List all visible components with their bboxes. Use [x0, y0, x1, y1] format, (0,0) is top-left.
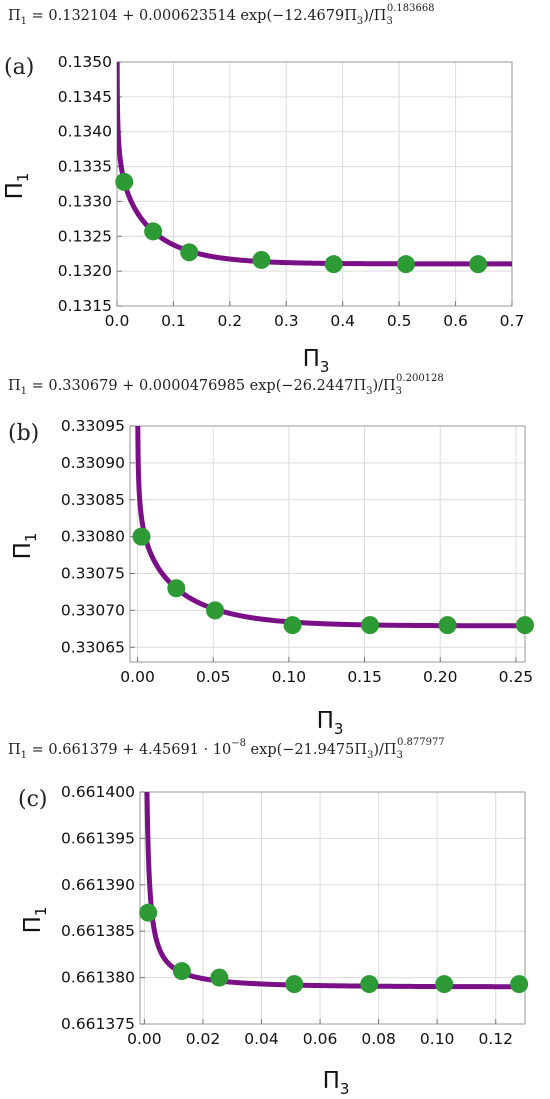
- panel-label-b: (b): [8, 421, 39, 446]
- x-tick-label-a-0: 0.0: [105, 312, 130, 330]
- x-tick-label-c-4: 0.08: [361, 1030, 396, 1048]
- x-tick-label-a-7: 0.7: [500, 312, 525, 330]
- fit-curve-a: [117, 62, 512, 267]
- x-axis-title-a: Π3: [303, 346, 330, 376]
- y-tick-label-a-1: 0.1320: [58, 262, 112, 280]
- fit-curve-b: [135, 426, 525, 629]
- x-tick-label-b-2: 0.10: [272, 668, 307, 686]
- y-axis-title-a: Π1: [2, 173, 32, 200]
- data-point-b-5: [438, 616, 457, 635]
- y-tick-label-c-0: 0.661375: [61, 1015, 135, 1033]
- data-point-b-0: [132, 527, 151, 546]
- plot-frame-b: [129, 425, 526, 663]
- panel-label-a: (a): [4, 55, 34, 80]
- y-tick-label-a-4: 0.1335: [58, 158, 112, 176]
- x-tick-label-b-3: 0.15: [347, 668, 382, 686]
- data-point-a-2: [180, 243, 199, 262]
- data-point-c-2: [210, 968, 229, 987]
- data-point-c-1: [172, 962, 191, 981]
- chart-panel-b: Π1 = 0.330679 + 0.0000476985 exp(−26.244…: [8, 373, 534, 738]
- x-axis-title-b: Π3: [317, 708, 344, 738]
- data-point-c-3: [285, 975, 304, 994]
- chart-panel-a: Π1 = 0.132104 + 0.000623514 exp(−12.4679…: [2, 3, 524, 376]
- x-tick-label-c-3: 0.06: [303, 1030, 338, 1048]
- x-tick-label-c-0: 0.00: [127, 1030, 162, 1048]
- y-tick-label-b-0: 0.33065: [61, 638, 125, 656]
- data-point-c-6: [510, 975, 529, 994]
- y-tick-label-a-7: 0.1350: [58, 53, 112, 71]
- data-point-c-5: [435, 975, 454, 994]
- y-tick-label-a-5: 0.1340: [58, 123, 112, 141]
- data-point-b-3: [283, 616, 302, 635]
- x-tick-label-a-3: 0.3: [274, 312, 299, 330]
- plot-area-b: 0.00 0.05 0.10 0.15 0.20 0.25 0.33065 0.33070 0.…: [61, 417, 534, 686]
- x-tick-label-b-5: 0.25: [499, 668, 534, 686]
- plot-area-a: 0.0 0.1 0.2 0.3 0.4 0.5 0.6 0.7 0.1315 0.1320 0.13…: [58, 53, 525, 330]
- data-point-a-0: [115, 172, 134, 191]
- y-tick-label-b-6: 0.33095: [61, 417, 125, 435]
- y-tick-label-b-1: 0.33070: [61, 601, 125, 619]
- y-axis-title-c: Π1: [20, 907, 50, 934]
- data-point-a-4: [324, 255, 343, 274]
- x-tick-label-a-4: 0.4: [330, 312, 355, 330]
- y-tick-label-a-6: 0.1345: [58, 88, 112, 106]
- data-point-a-1: [144, 222, 163, 241]
- data-point-b-6: [516, 616, 534, 635]
- fit-curve-c: [144, 792, 525, 990]
- x-axis-title-c: Π3: [323, 1068, 350, 1098]
- y-tick-label-b-2: 0.33075: [61, 565, 125, 583]
- x-tick-label-c-2: 0.04: [244, 1030, 279, 1048]
- x-tick-label-b-0: 0.00: [120, 668, 155, 686]
- x-tick-label-a-1: 0.1: [161, 312, 186, 330]
- data-point-a-5: [396, 255, 415, 274]
- plot-frame-c: [139, 791, 526, 1025]
- data-point-c-0: [139, 903, 158, 922]
- data-point-b-4: [361, 616, 380, 635]
- equation-a: Π1 = 0.132104 + 0.000623514 exp(−12.4679…: [8, 3, 435, 27]
- data-point-c-4: [360, 975, 379, 994]
- chart-panel-c: Π1 = 0.661379 + 4.45691 · 10−8 exp(−21.9…: [8, 737, 529, 1098]
- y-tick-label-b-3: 0.33080: [61, 528, 125, 546]
- x-tick-label-a-5: 0.5: [387, 312, 412, 330]
- x-tick-label-b-1: 0.05: [196, 668, 231, 686]
- y-tick-label-c-4: 0.661395: [61, 829, 135, 847]
- y-tick-label-c-1: 0.661380: [61, 969, 135, 987]
- x-tick-label-a-6: 0.6: [443, 312, 468, 330]
- plot-area-c: 0.00 0.02 0.04 0.06 0.08 0.10 0.12 0.661375 0.66…: [61, 783, 529, 1048]
- x-tick-label-a-2: 0.2: [218, 312, 243, 330]
- y-tick-label-a-2: 0.1325: [58, 227, 112, 245]
- equation-c: Π1 = 0.661379 + 4.45691 · 10−8 exp(−21.9…: [8, 737, 445, 761]
- y-tick-label-a-3: 0.1330: [58, 192, 112, 210]
- plot-frame-a: [116, 61, 513, 307]
- x-tick-label-b-4: 0.20: [423, 668, 458, 686]
- panel-label-c: (c): [18, 787, 48, 812]
- equation-b: Π1 = 0.330679 + 0.0000476985 exp(−26.244…: [8, 373, 444, 397]
- y-tick-label-c-5: 0.661400: [61, 783, 135, 801]
- x-tick-label-c-5: 0.10: [420, 1030, 455, 1048]
- y-tick-label-c-2: 0.661385: [61, 922, 135, 940]
- x-tick-label-c-1: 0.02: [186, 1030, 221, 1048]
- data-point-b-2: [206, 601, 225, 620]
- y-tick-label-b-4: 0.33085: [61, 491, 125, 509]
- data-point-a-6: [469, 255, 488, 274]
- y-tick-label-a-0: 0.1315: [58, 297, 112, 315]
- data-point-b-1: [167, 579, 186, 598]
- x-tick-label-c-6: 0.12: [478, 1030, 513, 1048]
- data-point-a-3: [252, 250, 271, 269]
- y-axis-title-b: Π1: [10, 533, 40, 560]
- y-tick-label-c-3: 0.661390: [61, 876, 135, 894]
- y-tick-label-b-5: 0.33090: [61, 454, 125, 472]
